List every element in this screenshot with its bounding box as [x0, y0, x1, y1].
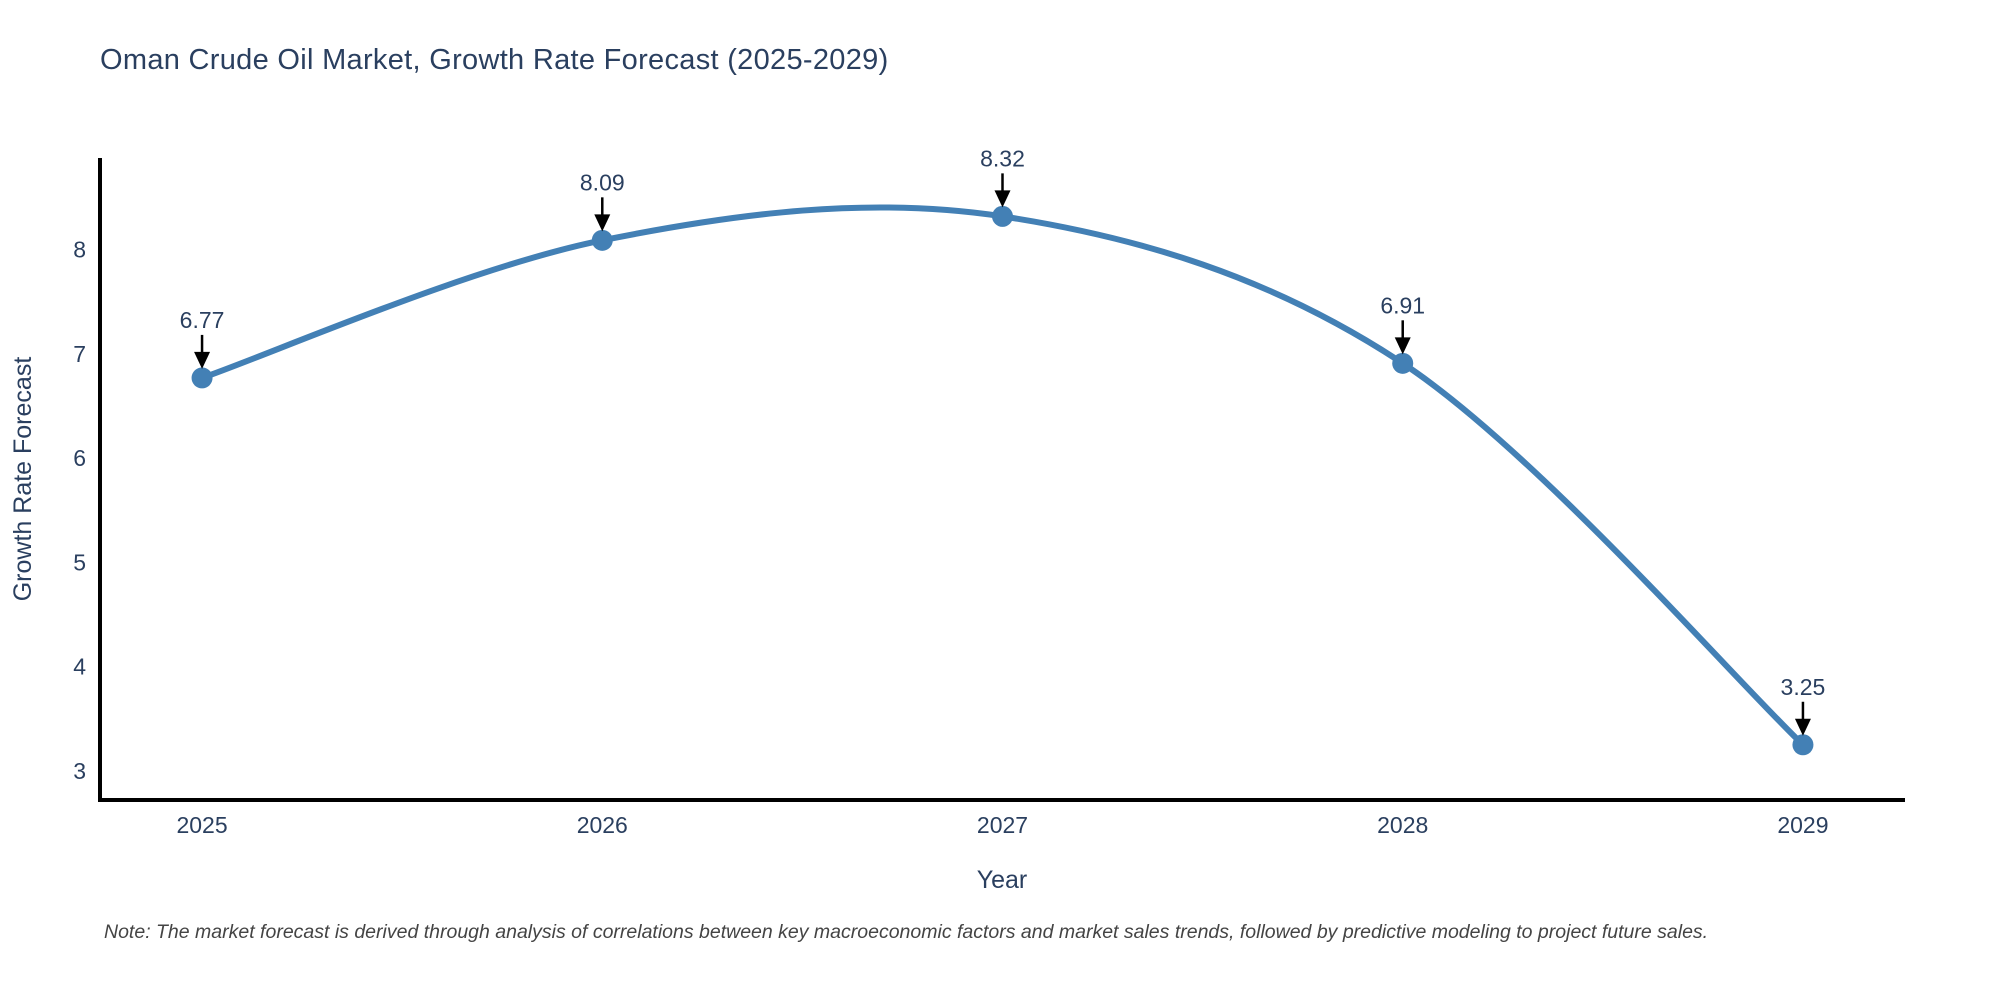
- annotation-arrowhead-icon: [1794, 718, 1811, 736]
- annotation-arrowhead-icon: [994, 190, 1011, 208]
- x-tick-label: 2026: [577, 812, 628, 838]
- annotation-arrowhead-icon: [194, 351, 211, 369]
- chart-title: Oman Crude Oil Market, Growth Rate Forec…: [100, 44, 889, 76]
- x-tick-label: 2025: [176, 812, 227, 838]
- y-tick-label: 4: [73, 654, 86, 680]
- x-tick-labels: 2025 2026 2027 2028 2029: [176, 812, 1828, 838]
- annotation-label: 6.91: [1380, 292, 1425, 318]
- data-point-marker: [191, 367, 213, 389]
- data-point-markers: [191, 205, 1814, 756]
- x-axis-line: [98, 798, 1905, 802]
- y-tick-label: 3: [73, 758, 86, 784]
- y-tick-label: 5: [73, 549, 86, 575]
- annotation-label: 8.32: [980, 145, 1025, 171]
- annotation-label: 6.77: [180, 307, 225, 333]
- annotation-arrowhead-icon: [594, 214, 611, 232]
- x-tick-label: 2029: [1777, 812, 1828, 838]
- y-tick-label: 8: [73, 237, 86, 263]
- y-axis-line: [98, 158, 102, 802]
- x-tick-label: 2027: [977, 812, 1028, 838]
- y-tick-labels: 3 4 5 6 7 8: [73, 237, 86, 784]
- point-annotations: 6.77 8.09 8.32 6.91 3.25: [180, 145, 1826, 736]
- annotation-label: 8.09: [580, 169, 625, 195]
- x-tick-label: 2028: [1377, 812, 1428, 838]
- y-tick-label: 6: [73, 445, 86, 471]
- data-point-marker: [992, 205, 1013, 227]
- footnote: Note: The market forecast is derived thr…: [104, 921, 1709, 943]
- data-point-marker: [1392, 352, 1414, 374]
- y-axis-title: Growth Rate Forecast: [9, 357, 37, 602]
- data-point-marker: [591, 229, 613, 251]
- y-tick-label: 7: [73, 341, 86, 367]
- annotation-arrowhead-icon: [1394, 337, 1411, 355]
- data-point-marker: [1792, 734, 1814, 756]
- forecast-line: [199, 204, 1806, 748]
- series-line-group: [199, 204, 1806, 748]
- annotation-label: 3.25: [1781, 674, 1826, 700]
- x-axis-title: Year: [977, 866, 1028, 894]
